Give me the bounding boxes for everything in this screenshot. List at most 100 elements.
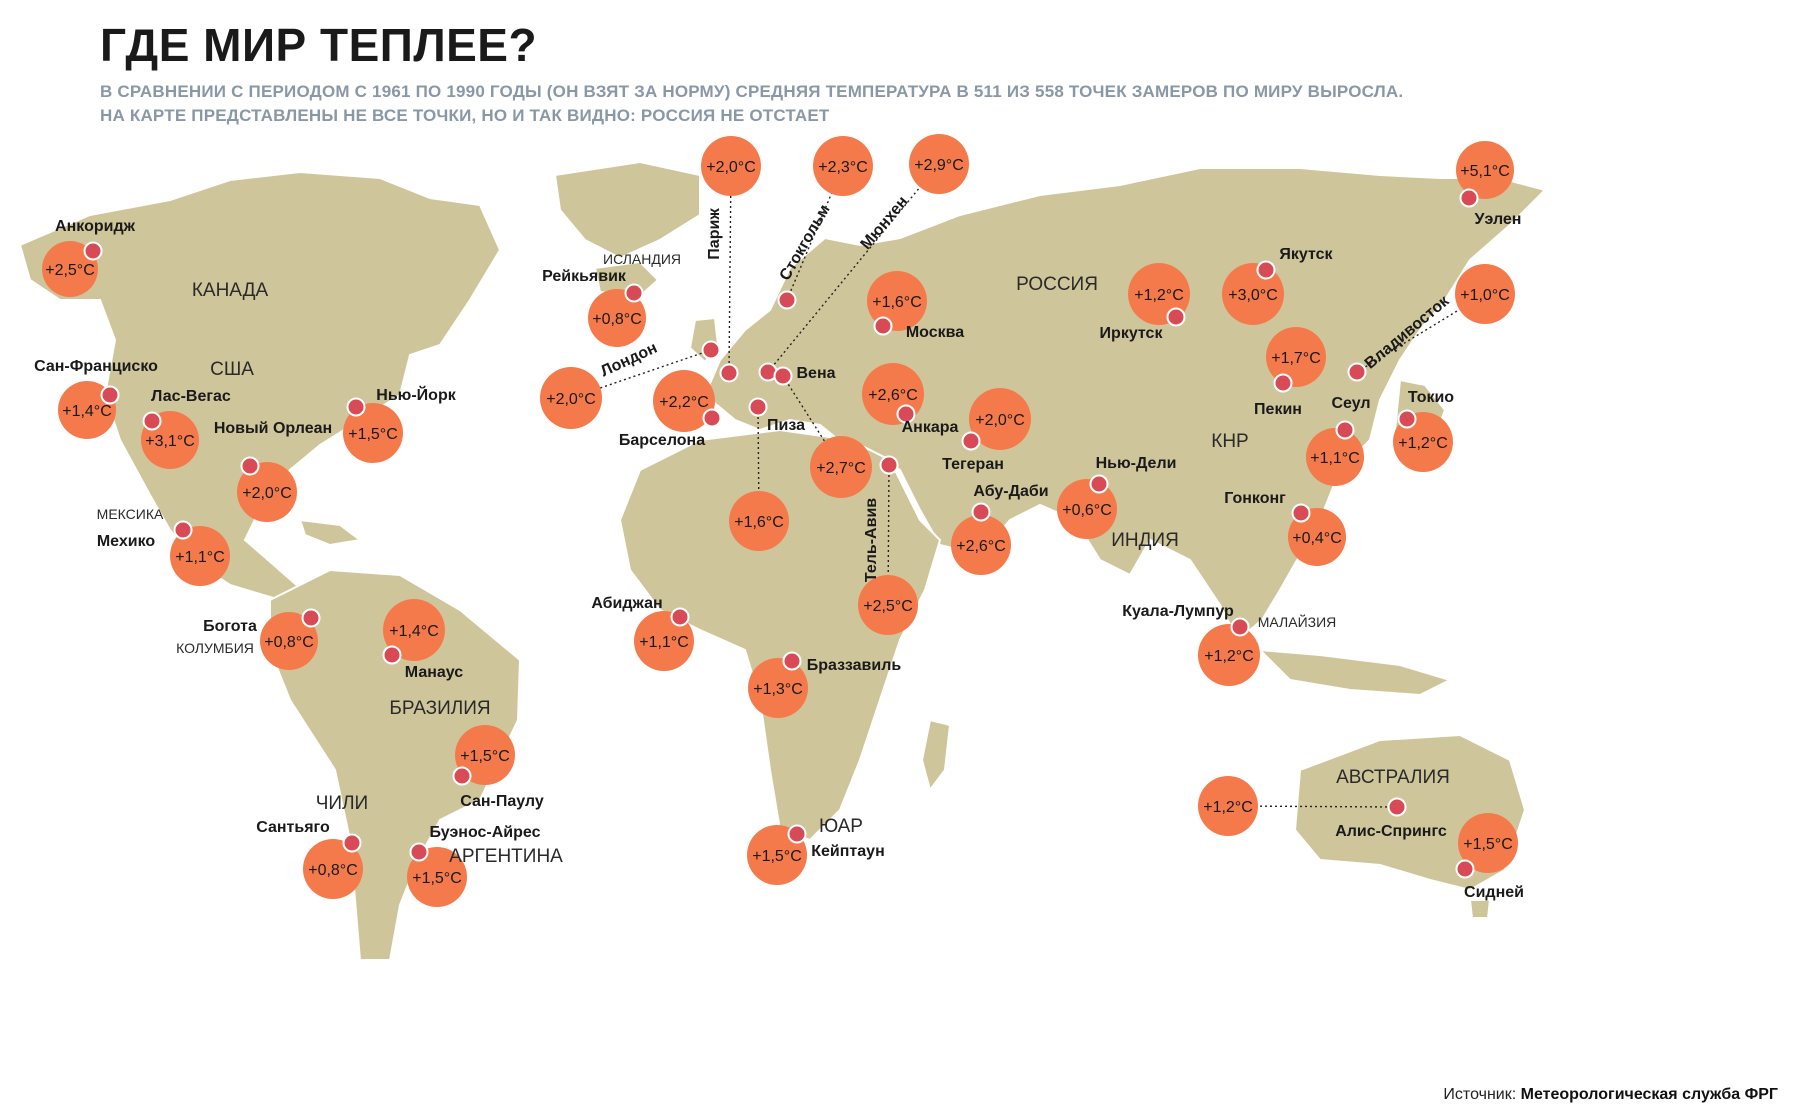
temperature-bubble-kuala-lumpur (1198, 624, 1260, 686)
temperature-value-abidzhan: +1,1°C (639, 634, 689, 651)
country-label-indiya: ИНДИЯ (1111, 530, 1179, 551)
city-label-sidney: Сидней (1464, 884, 1524, 901)
country-label-kanada: КАНАДА (192, 280, 269, 301)
temperature-value-brazzavil: +1,3°C (753, 681, 803, 698)
temperature-value-keyptaun: +1,5°C (752, 848, 802, 865)
country-label-argentina: АРГЕНТИНА (449, 846, 563, 867)
leader-line-parizh (728, 165, 732, 374)
city-label-irkutsk: Иркутск (1100, 325, 1164, 342)
temperature-bubble-brazzavil (748, 658, 808, 718)
temperature-value-santyago: +0,8°C (308, 862, 358, 879)
temperature-value-ankara: +2,6°C (868, 387, 918, 404)
station-marker-keyptaun (787, 824, 807, 844)
temperature-bubble-myunhen (909, 134, 969, 194)
station-marker-abu-dabi (971, 502, 991, 522)
temperature-value-seul: +1,1°C (1310, 450, 1360, 467)
temperature-bubble-tel-aviv (858, 575, 918, 635)
station-marker-ankoridzh (83, 241, 103, 261)
temperature-value-mehiko: +1,1°C (175, 549, 225, 566)
station-marker-london (701, 340, 721, 360)
temperature-bubble-ankoridzh (42, 241, 98, 297)
city-label-moskva: Москва (906, 324, 964, 341)
city-label-nyu-york: Нью-Йорк (376, 385, 456, 404)
temperature-value-yakutsk: +3,0°C (1228, 287, 1278, 304)
city-label-piza: Пиза (767, 417, 805, 434)
map-title: ГДЕ МИР ТЕПЛЕЕ? (100, 19, 538, 71)
city-label-seul: Сеул (1331, 395, 1370, 412)
temperature-bubble-nyu-deli (1057, 479, 1117, 539)
temperature-value-london: +2,0°C (546, 391, 596, 408)
temperature-value-kuala-lumpur: +1,2°C (1204, 648, 1254, 665)
station-marker-ankara (896, 404, 916, 424)
city-label-san-frantsisko: Сан-Франциско (34, 358, 158, 375)
station-marker-reykyavik (624, 283, 644, 303)
temperature-bubble-reykyavik (588, 289, 646, 347)
city-label-santyago: Сантьяго (256, 819, 330, 836)
station-marker-stokgolm (777, 290, 797, 310)
city-label-alis-springs: Алис-Спрингс (1335, 823, 1447, 840)
station-marker-nyu-york (346, 397, 366, 417)
temperature-bubble-manaus (383, 599, 445, 661)
temperature-bubble-uelen (1456, 141, 1514, 199)
station-marker-mehiko (173, 520, 193, 540)
country-label-rossiya: РОССИЯ (1016, 274, 1098, 295)
station-marker-buenos-ayres (409, 842, 429, 862)
temperature-value-manaus: +1,4°C (389, 623, 439, 640)
temperature-value-pekin: +1,7°C (1271, 350, 1321, 367)
temperature-value-tegeran: +2,0°C (975, 412, 1025, 429)
temperature-bubble-barselona (653, 370, 715, 432)
city-label-abu-dabi: Абу-Даби (973, 483, 1048, 500)
city-label-novyy-orlean: Новый Орлеан (214, 420, 332, 437)
city-label-buenos-ayres: Буэнос-Айрес (429, 824, 540, 841)
temperature-bubble-vena (810, 436, 872, 498)
station-marker-alis-springs (1387, 797, 1407, 817)
source-value: Метеорологическая служба ФРГ (1520, 1086, 1778, 1103)
city-label-tel-aviv: Тель-Авив (863, 498, 880, 582)
city-label-gonkong: Гонконг (1224, 490, 1286, 507)
greenland-landmass (553, 160, 701, 260)
country-label-knr: КНР (1211, 431, 1248, 452)
source-label: Источник: (1443, 1086, 1517, 1103)
subtitle-line-1: В СРАВНЕНИИ С ПЕРИОДОМ С 1961 ПО 1990 ГО… (100, 82, 1404, 101)
temperature-value-irkutsk: +1,2°C (1134, 287, 1184, 304)
station-marker-tel-aviv (879, 455, 899, 475)
city-label-ankara: Анкара (902, 419, 959, 436)
temperature-bubble-london (540, 367, 602, 429)
city-label-tokio: Токио (1408, 389, 1454, 406)
station-marker-moskva (873, 316, 893, 336)
temperature-value-san-paulu: +1,5°C (460, 748, 510, 765)
temperature-bubble-novyy-orlean (237, 462, 297, 522)
city-label-manaus: Манаус (405, 664, 463, 681)
city-label-london: Лондон (598, 339, 660, 380)
station-marker-manaus (382, 645, 402, 665)
station-marker-vena (773, 366, 793, 386)
station-marker-nyu-deli (1089, 474, 1109, 494)
country-label-islandiya: ИСЛАНДИЯ (603, 251, 681, 267)
station-marker-las-vegas (142, 411, 162, 431)
country-label-meksika: МЕКСИКА (97, 506, 164, 522)
station-marker-seul (1335, 420, 1355, 440)
temperature-value-barselona: +2,2°C (659, 394, 709, 411)
temperature-bubble-tegeran (969, 388, 1031, 450)
station-marker-tegeran (961, 431, 981, 451)
temperature-value-uelen: +5,1°C (1460, 163, 1510, 180)
city-label-abidzhan: Абиджан (591, 595, 662, 612)
temperature-bubble-santyago (303, 839, 363, 899)
temperature-value-abu-dabi: +2,6°C (956, 538, 1006, 555)
city-label-brazzavil: Браззавиль (807, 657, 902, 674)
temperature-value-piza: +1,6°C (734, 514, 784, 531)
temperature-value-myunhen: +2,9°C (914, 157, 964, 174)
country-label-chili: ЧИЛИ (316, 793, 368, 814)
station-markers (83, 188, 1479, 879)
temperature-value-nyu-york: +1,5°C (348, 426, 398, 443)
temperature-bubble-bogota (260, 612, 318, 670)
tasmania-landmass (1468, 899, 1492, 919)
temperature-value-tokio: +1,2°C (1398, 435, 1448, 452)
temperature-bubble-san-paulu (455, 725, 515, 785)
temperature-bubble-abu-dabi (951, 515, 1011, 575)
temperature-value-bogota: +0,8°C (264, 634, 314, 651)
temperature-bubble-mehiko (170, 526, 230, 586)
station-marker-tokio (1397, 409, 1417, 429)
station-marker-sidney (1455, 859, 1475, 879)
temperature-value-buenos-ayres: +1,5°C (412, 870, 462, 887)
